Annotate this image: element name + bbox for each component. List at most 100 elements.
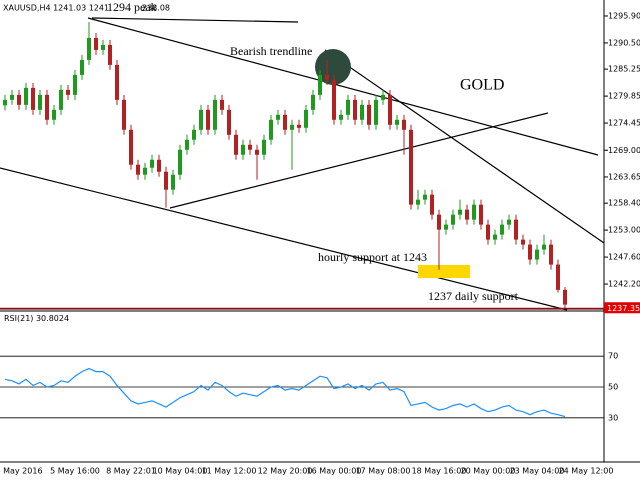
candle-body <box>66 89 70 95</box>
candle-body <box>73 74 77 95</box>
candle-body <box>248 144 252 150</box>
candle-body <box>24 87 28 105</box>
candle-body <box>493 234 497 240</box>
indicator-value: 30.8024 <box>36 314 69 323</box>
y-tick-label: 50 <box>608 383 618 392</box>
y-tick-label: 1269.00 <box>608 146 640 155</box>
x-tick-label: 24 May 12:00 <box>559 467 614 476</box>
y-tick-label: 1258.40 <box>608 199 640 208</box>
candle-body <box>171 174 175 190</box>
candle-body <box>409 129 413 205</box>
candle-body <box>542 244 546 250</box>
x-tick-label: 18 May 16:00 <box>412 467 467 476</box>
candle-body <box>157 159 161 172</box>
x-tick-label: 11 May 12:00 <box>202 467 257 476</box>
chart-header: 238.08 <box>142 4 170 13</box>
candle-body <box>563 289 567 305</box>
x-tick-label: 8 May 22:01 <box>106 467 156 476</box>
candle-body <box>430 194 434 215</box>
candle-body <box>549 244 553 265</box>
annotation: GOLD <box>460 77 504 94</box>
candle-body <box>206 109 210 130</box>
candle-body <box>486 224 490 240</box>
candle-body <box>241 144 245 155</box>
candle-body <box>101 44 105 50</box>
candle-body <box>437 214 441 230</box>
candle-body <box>339 114 343 120</box>
current-price-label: 1237.35 <box>607 304 640 313</box>
y-tick-label: 1242.20 <box>608 280 640 289</box>
trendline <box>91 17 299 23</box>
candle-body <box>416 199 420 205</box>
y-tick-label: 1279.85 <box>608 92 640 101</box>
x-tick-label: 17 May 08:00 <box>356 467 411 476</box>
y-tick-label: 1247.60 <box>608 253 640 262</box>
candle-body <box>269 119 273 140</box>
candle-body <box>458 209 462 215</box>
candle-body <box>395 119 399 125</box>
candle-body <box>374 99 378 125</box>
current-price-box <box>604 302 640 314</box>
annotation: Bearish trendline <box>230 44 312 58</box>
candle-body <box>80 59 84 75</box>
candle-body <box>143 167 147 175</box>
candle-body <box>136 164 140 175</box>
candle-body <box>3 99 7 106</box>
candle-body <box>87 37 91 60</box>
x-tick-label: 20 May 00:00 <box>461 467 516 476</box>
x-tick-label: 4 May 2016 <box>0 467 43 476</box>
candle-body <box>31 87 35 110</box>
trendline <box>324 49 605 244</box>
rsi-line <box>4 367 566 418</box>
y-tick-label: 1295.90 <box>608 11 640 20</box>
candle-body <box>332 79 336 120</box>
candle-body <box>283 114 287 130</box>
candle-body <box>500 224 504 235</box>
annotation: 1237 daily support <box>428 289 519 303</box>
candle-body <box>388 94 392 125</box>
y-tick-label: 1274.45 <box>608 119 640 128</box>
candle-body <box>325 74 329 80</box>
candle-body <box>514 219 518 240</box>
x-tick-label: 5 May 16:00 <box>50 467 100 476</box>
candle-body <box>45 94 49 120</box>
trendlines <box>0 17 605 311</box>
candle-body <box>290 124 294 130</box>
candle-body <box>402 119 406 130</box>
candle-body <box>17 94 21 105</box>
chart-header: XAUUSD,H4 1241.03 1241 <box>3 4 109 13</box>
candle-body <box>234 134 238 155</box>
y-tick-label: 30 <box>608 413 618 422</box>
candle-body <box>108 44 112 65</box>
y-tick-label: 1253.00 <box>608 226 640 235</box>
candle-body <box>521 239 525 245</box>
candle-body <box>444 224 448 230</box>
candle-body <box>213 99 217 130</box>
candle-body <box>38 94 42 110</box>
y-tick-label: 1285.25 <box>608 65 640 74</box>
x-tick-label: 12 May 20:00 <box>258 467 313 476</box>
candle-body <box>311 94 315 110</box>
candle-body <box>192 129 196 140</box>
candle-body <box>528 244 532 260</box>
candle-body <box>115 64 119 100</box>
candle-body <box>276 114 280 120</box>
candle-body <box>479 204 483 225</box>
candle-body <box>535 249 539 260</box>
candle-body <box>360 104 364 120</box>
candle-body <box>423 194 427 200</box>
candle-body <box>129 129 133 165</box>
x-tick-label: 10 May 04:00 <box>153 467 208 476</box>
indicator-name: RSI(21) <box>4 314 33 323</box>
trendline <box>169 112 549 209</box>
trendline <box>87 17 599 156</box>
candle-body <box>164 171 168 190</box>
indicator-title: RSI(21) 30.8024 <box>4 314 69 323</box>
y-tick-label: 70 <box>608 352 618 361</box>
candle-body <box>94 37 98 50</box>
candle-body <box>346 99 350 115</box>
candle-body <box>367 104 371 125</box>
candle-body <box>199 109 203 130</box>
candle-body <box>304 109 308 128</box>
